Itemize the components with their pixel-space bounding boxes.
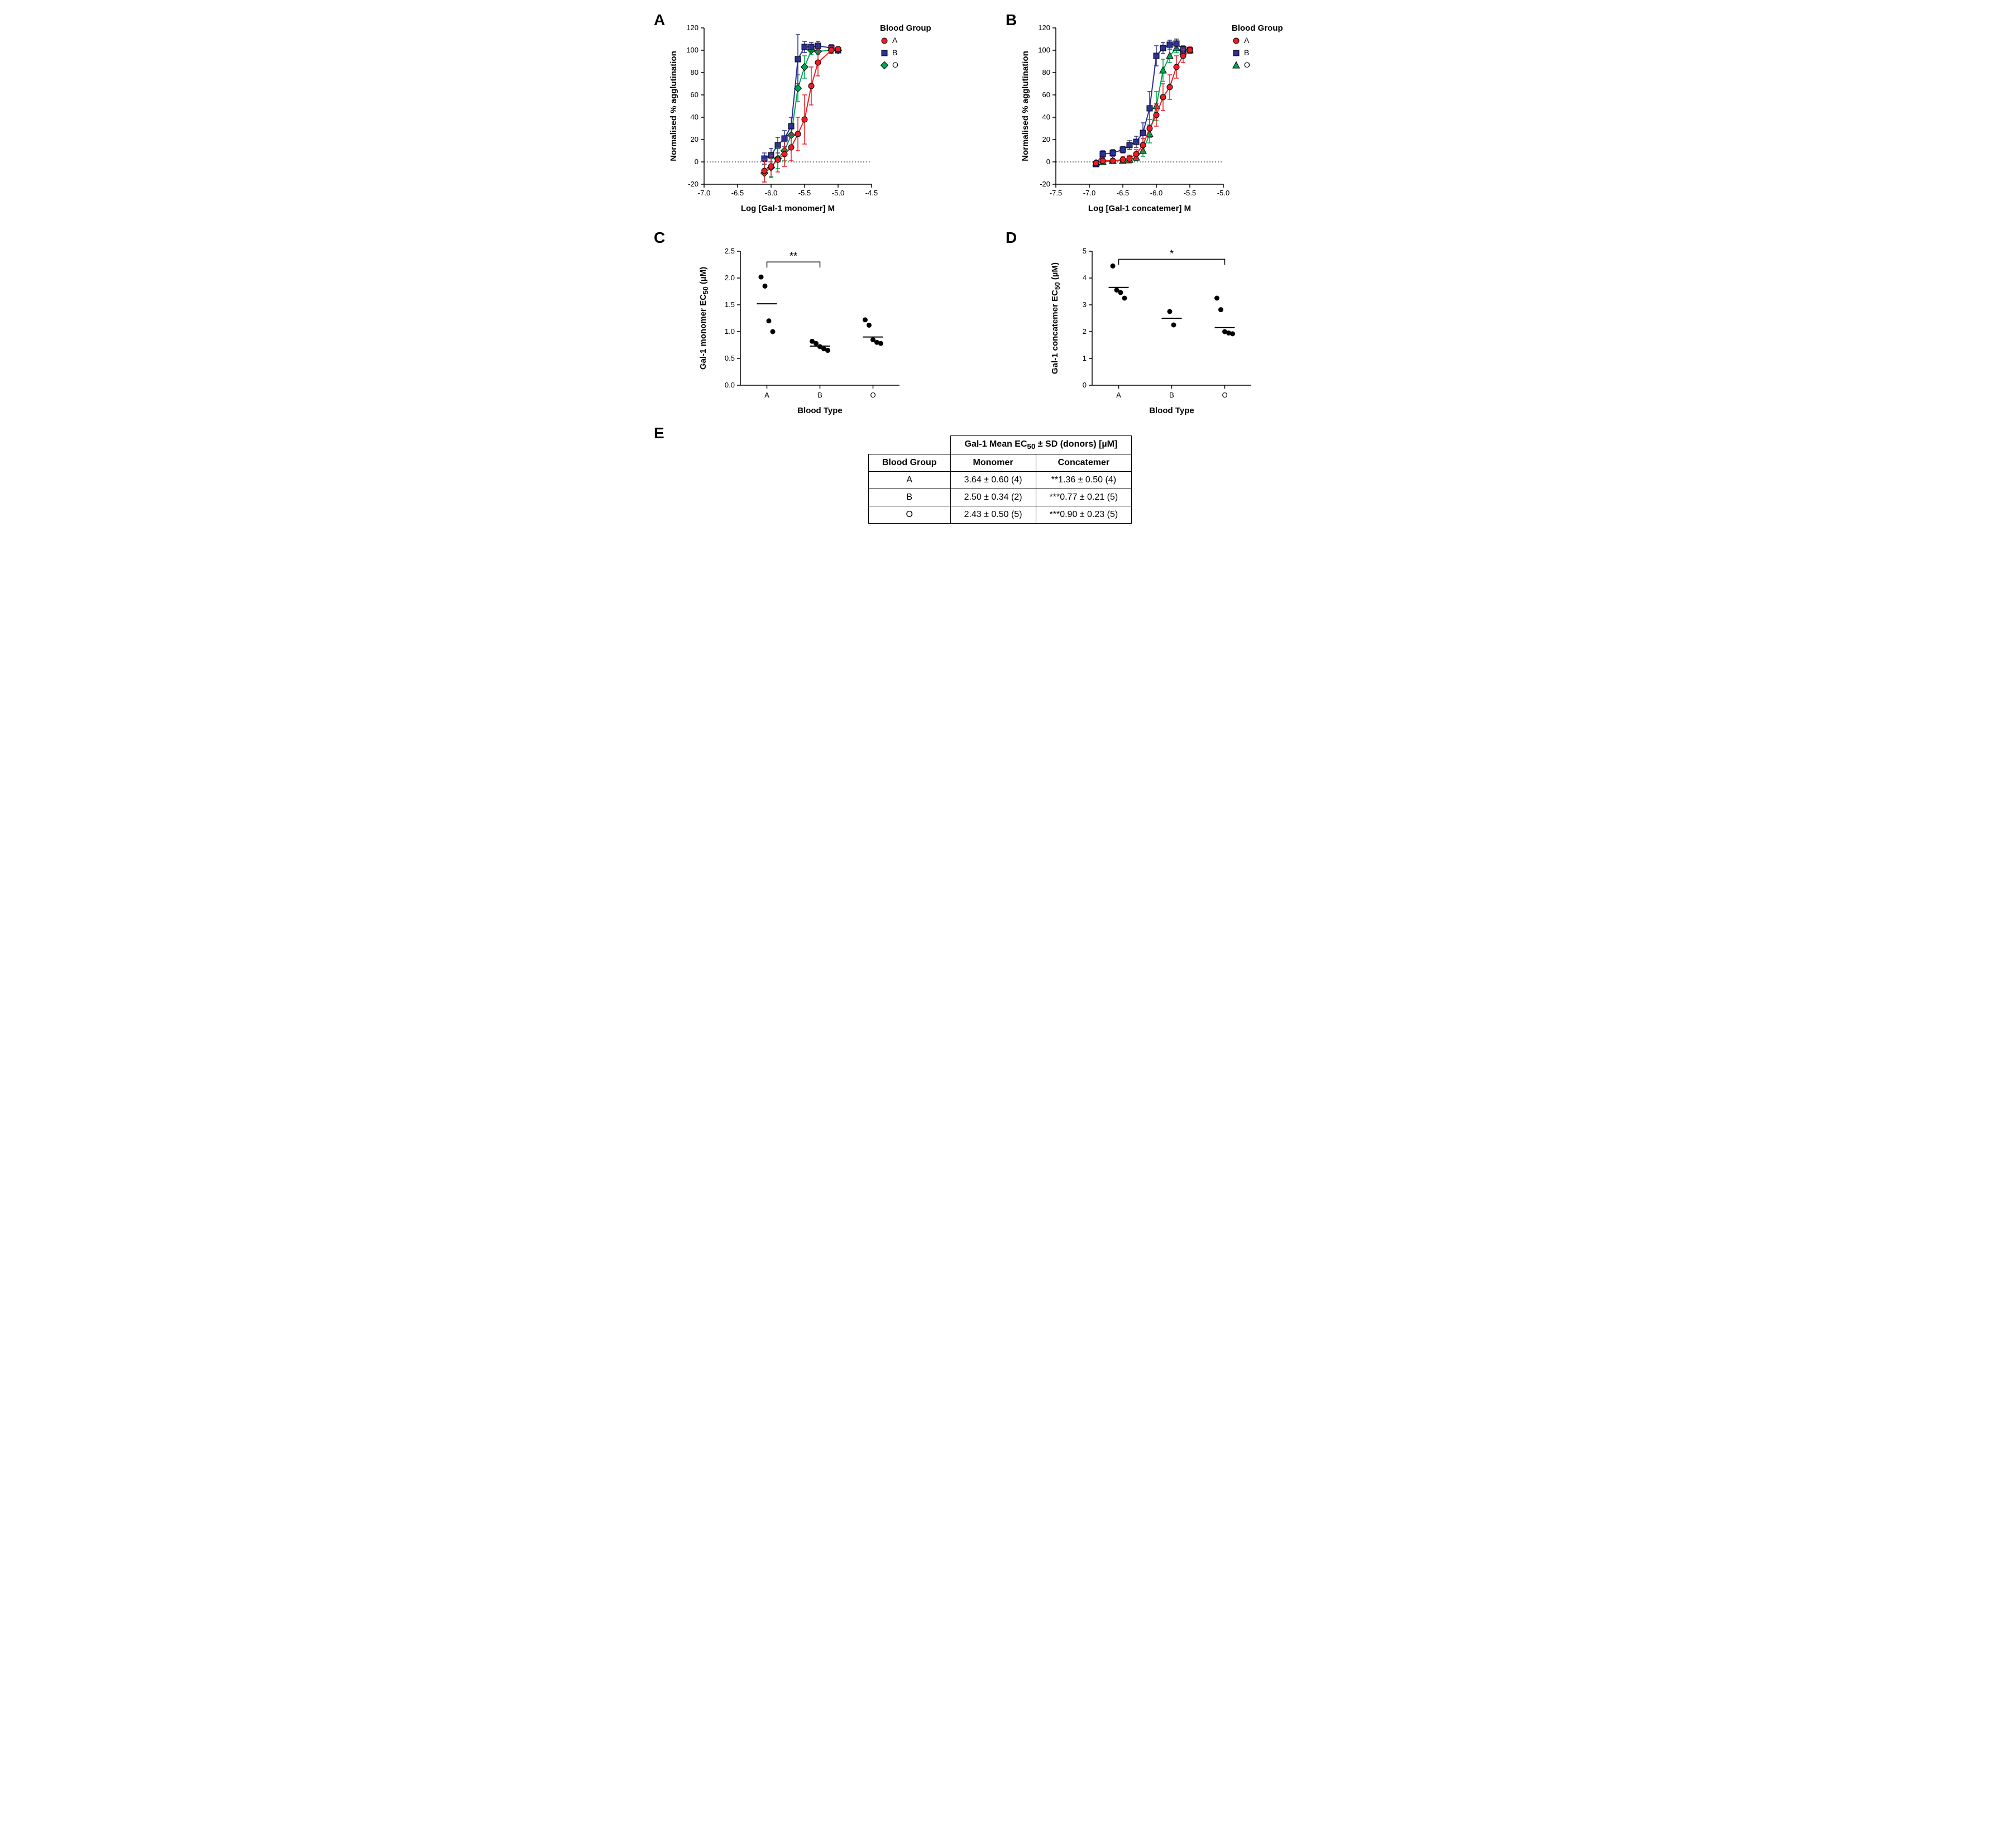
svg-text:60: 60 xyxy=(691,90,698,99)
svg-text:40: 40 xyxy=(1042,113,1050,121)
figure-root: A -7.0-6.5-6.0-5.5-5.0-4.5-2002040608010… xyxy=(665,17,1335,524)
svg-text:Log [Gal-1 monomer] M: Log [Gal-1 monomer] M xyxy=(741,204,835,213)
svg-text:-7.0: -7.0 xyxy=(1083,189,1095,197)
svg-text:3: 3 xyxy=(1083,300,1087,309)
svg-text:0: 0 xyxy=(695,157,698,166)
table-cell: ***0.90 ± 0.23 (5) xyxy=(1036,506,1132,524)
svg-text:80: 80 xyxy=(691,68,698,76)
svg-text:B: B xyxy=(1244,48,1249,57)
svg-text:O: O xyxy=(892,60,898,69)
svg-text:-20: -20 xyxy=(1040,180,1050,188)
table-col3-header: Concatemer xyxy=(1036,454,1132,472)
svg-text:2.5: 2.5 xyxy=(725,247,735,255)
svg-text:2: 2 xyxy=(1083,327,1087,336)
svg-text:80: 80 xyxy=(1042,68,1050,76)
panel-e-label: E xyxy=(654,424,664,442)
svg-text:1.5: 1.5 xyxy=(725,300,735,309)
panel-a: A -7.0 -6.5 -6.0 -5.5 -5.0 -4.5 -20 0 20 40 60 80 10… xyxy=(665,17,983,218)
panel-d-plot: 012345ABOBlood TypeGal-1 concatemer EC50… xyxy=(1050,234,1335,419)
svg-text:-20: -20 xyxy=(688,180,698,188)
panel-d-label: D xyxy=(1006,229,1017,247)
svg-text:B: B xyxy=(1169,391,1174,399)
panel-d: D 012345ABOBlood TypeGal-1 concatemer EC… xyxy=(1017,234,1335,419)
svg-text:120: 120 xyxy=(1038,23,1050,32)
svg-text:Normalised % agglutination: Normalised % agglutination xyxy=(1021,51,1030,161)
svg-text:20: 20 xyxy=(1042,135,1050,143)
table-row: A3.64 ± 0.60 (4)**1.36 ± 0.50 (4) xyxy=(868,472,1131,489)
svg-text:Log [Gal-1 concatemer] M: Log [Gal-1 concatemer] M xyxy=(1088,204,1191,213)
svg-text:**: ** xyxy=(790,251,797,262)
panel-b-label: B xyxy=(1006,11,1017,29)
svg-text:O: O xyxy=(1222,391,1227,399)
svg-text:O: O xyxy=(870,391,875,399)
svg-text:-7.5: -7.5 xyxy=(1050,189,1062,197)
panel-c: C 0.00.51.01.52.02.5ABOBlood TypeGal-1 m… xyxy=(665,234,983,419)
svg-text:A: A xyxy=(892,36,898,45)
svg-text:40: 40 xyxy=(691,113,698,121)
table-row: B2.50 ± 0.34 (2)***0.77 ± 0.21 (5) xyxy=(868,489,1131,506)
table-row: O2.43 ± 0.50 (5)***0.90 ± 0.23 (5) xyxy=(868,506,1131,524)
svg-text:-6.0: -6.0 xyxy=(1150,189,1162,197)
panel-e: E Gal-1 Mean EC50 ± SD (donors) [µM] Blo… xyxy=(665,435,1335,524)
svg-text:0: 0 xyxy=(1046,157,1050,166)
svg-text:1: 1 xyxy=(1083,354,1087,362)
svg-text:0.5: 0.5 xyxy=(725,354,735,362)
svg-text:-5.0: -5.0 xyxy=(832,189,844,197)
table-cell: B xyxy=(868,489,950,506)
svg-text:A: A xyxy=(1116,391,1121,399)
svg-text:A: A xyxy=(764,391,769,399)
svg-text:-6.5: -6.5 xyxy=(1117,189,1129,197)
table-cell: 2.43 ± 0.50 (5) xyxy=(950,506,1036,524)
table-col2-header: Monomer xyxy=(950,454,1036,472)
panel-c-plot: 0.00.51.01.52.02.5ABOBlood TypeGal-1 mon… xyxy=(698,234,983,419)
svg-text:-4.5: -4.5 xyxy=(865,189,878,197)
svg-text:-5.0: -5.0 xyxy=(1217,189,1229,197)
svg-text:-7.0: -7.0 xyxy=(698,189,710,197)
svg-text:B: B xyxy=(892,48,897,57)
svg-text:B: B xyxy=(817,391,822,399)
svg-text:*: * xyxy=(1170,248,1174,259)
svg-text:-5.5: -5.5 xyxy=(798,189,811,197)
svg-text:Blood Type: Blood Type xyxy=(1149,406,1194,415)
table-cell: A xyxy=(868,472,950,489)
table-cell: O xyxy=(868,506,950,524)
table-cell: 2.50 ± 0.34 (2) xyxy=(950,489,1036,506)
svg-text:-5.5: -5.5 xyxy=(1184,189,1196,197)
svg-text:Normalised % agglutination: Normalised % agglutination xyxy=(669,51,678,161)
svg-text:120: 120 xyxy=(686,23,698,32)
ec50-table: Gal-1 Mean EC50 ± SD (donors) [µM] Blood… xyxy=(868,435,1132,524)
svg-text:O: O xyxy=(1244,60,1250,69)
svg-text:0.0: 0.0 xyxy=(725,381,735,389)
table-cell: 3.64 ± 0.60 (4) xyxy=(950,472,1036,489)
svg-text:-6.5: -6.5 xyxy=(731,189,744,197)
svg-text:Blood Group: Blood Group xyxy=(880,23,931,33)
svg-text:100: 100 xyxy=(1038,46,1050,54)
svg-text:100: 100 xyxy=(686,46,698,54)
svg-text:-6.0: -6.0 xyxy=(765,189,777,197)
table-cell: **1.36 ± 0.50 (4) xyxy=(1036,472,1132,489)
svg-text:1.0: 1.0 xyxy=(725,327,735,336)
panel-e-table-wrap: Gal-1 Mean EC50 ± SD (donors) [µM] Blood… xyxy=(665,435,1335,524)
panel-a-plot: -7.0 -6.5 -6.0 -5.5 -5.0 -4.5 -20 0 20 40 60 80 100 1… xyxy=(665,17,983,218)
svg-text:20: 20 xyxy=(691,135,698,143)
panel-a-label: A xyxy=(654,11,665,29)
svg-text:4: 4 xyxy=(1083,274,1087,282)
panel-b-plot: -7.5 -7.0 -6.5 -6.0 -5.5 -5.0 -20 0 20 40 60 80 100 1… xyxy=(1017,17,1335,218)
svg-text:60: 60 xyxy=(1042,90,1050,99)
svg-text:Blood Group: Blood Group xyxy=(1232,23,1283,33)
panel-c-label: C xyxy=(654,229,665,247)
table-col1-header: Blood Group xyxy=(868,454,950,472)
svg-text:Blood Type: Blood Type xyxy=(797,406,843,415)
svg-text:5: 5 xyxy=(1083,247,1087,255)
svg-text:A: A xyxy=(1244,36,1250,45)
panel-b: B -7.5 -7.0 -6.5 -6.0 -5.5 -5.0 -20 0 20 40 60 80 10… xyxy=(1017,17,1335,218)
svg-text:0: 0 xyxy=(1083,381,1087,389)
svg-text:2.0: 2.0 xyxy=(725,274,735,282)
table-header-span: Gal-1 Mean EC50 ± SD (donors) [µM] xyxy=(950,436,1132,454)
table-cell: ***0.77 ± 0.21 (5) xyxy=(1036,489,1132,506)
